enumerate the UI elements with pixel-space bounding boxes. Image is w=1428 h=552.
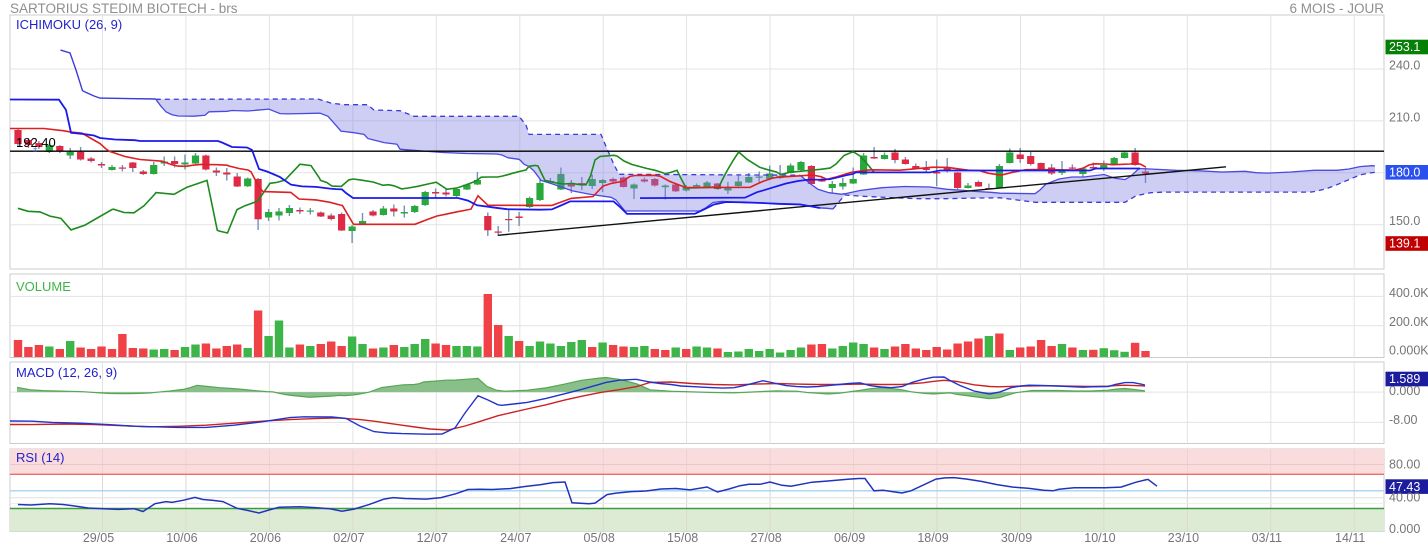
svg-text:03/11: 03/11 (1252, 531, 1282, 545)
svg-text:80.00: 80.00 (1389, 458, 1420, 472)
svg-text:139.1: 139.1 (1389, 237, 1420, 251)
svg-text:27/08: 27/08 (750, 531, 781, 545)
svg-text:VOLUME: VOLUME (16, 279, 71, 294)
svg-text:180.0: 180.0 (1389, 166, 1420, 180)
svg-text:6 MOIS - JOUR: 6 MOIS - JOUR (1289, 1, 1384, 16)
svg-text:30/09: 30/09 (1001, 531, 1032, 545)
svg-text:0.000K: 0.000K (1389, 344, 1428, 358)
svg-text:23/10: 23/10 (1168, 531, 1199, 545)
svg-text:18/09: 18/09 (917, 531, 948, 545)
svg-text:10/10: 10/10 (1084, 531, 1115, 545)
svg-text:15/08: 15/08 (667, 531, 698, 545)
svg-text:05/08: 05/08 (584, 531, 615, 545)
svg-text:12/07: 12/07 (417, 531, 448, 545)
svg-text:02/07: 02/07 (333, 531, 364, 545)
svg-text:RSI (14): RSI (14) (16, 450, 64, 465)
svg-text:210.0: 210.0 (1389, 111, 1420, 125)
svg-text:400.0K: 400.0K (1389, 286, 1428, 300)
svg-text:ICHIMOKU (26, 9): ICHIMOKU (26, 9) (16, 17, 122, 32)
svg-text:24/07: 24/07 (500, 531, 531, 545)
svg-text:200.0K: 200.0K (1389, 315, 1428, 329)
svg-text:10/06: 10/06 (166, 531, 197, 545)
svg-text:14/11: 14/11 (1335, 531, 1365, 545)
svg-text:SARTORIUS STEDIM BIOTECH - brs: SARTORIUS STEDIM BIOTECH - brs (10, 1, 238, 16)
svg-text:20/06: 20/06 (250, 531, 281, 545)
svg-text:±: ± (33, 145, 38, 154)
svg-text:240.0: 240.0 (1389, 59, 1420, 73)
svg-text:150.0: 150.0 (1389, 214, 1420, 228)
svg-text:0.000: 0.000 (1389, 522, 1420, 536)
svg-text:29/05: 29/05 (83, 531, 114, 545)
svg-text:40.00: 40.00 (1389, 491, 1420, 505)
svg-text:253.1: 253.1 (1389, 40, 1420, 54)
svg-text:MACD (12, 26, 9): MACD (12, 26, 9) (16, 365, 117, 380)
svg-text:-8.00: -8.00 (1389, 413, 1418, 427)
svg-text:0.000: 0.000 (1389, 384, 1420, 398)
svg-text:06/09: 06/09 (834, 531, 865, 545)
